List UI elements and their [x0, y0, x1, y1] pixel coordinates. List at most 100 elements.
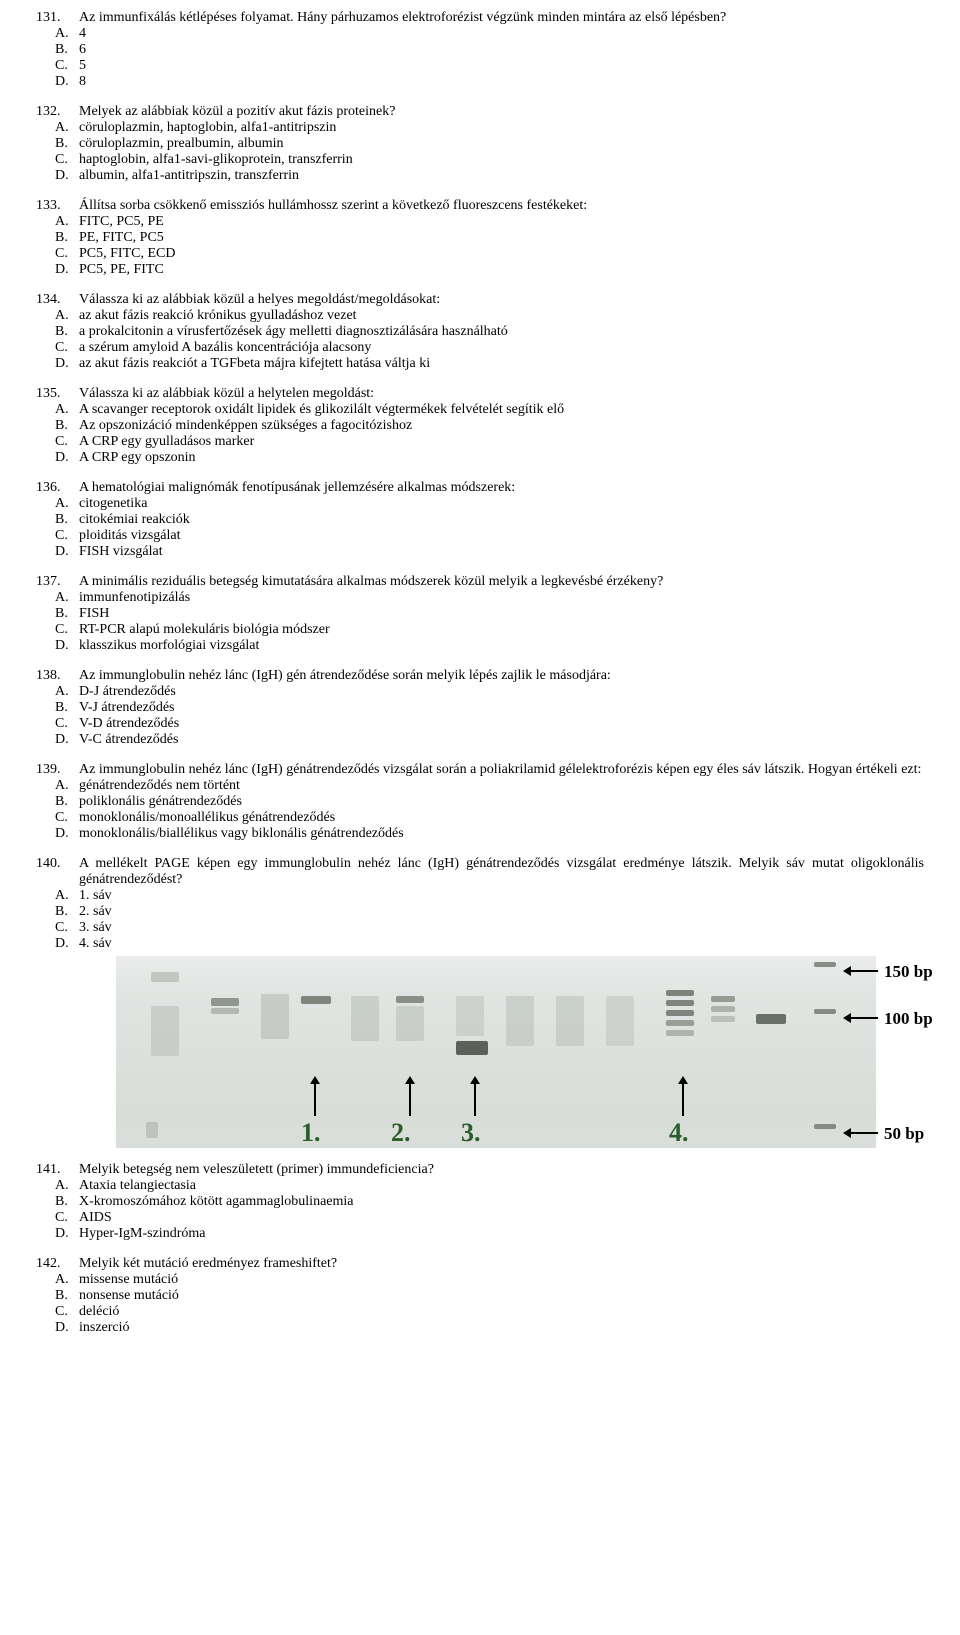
option-text: haptoglobin, alfa1-savi-glikoprotein, tr…: [79, 152, 924, 168]
answer-option: B.6: [55, 42, 924, 58]
option-text: PC5, FITC, ECD: [79, 246, 924, 262]
option-text: 6: [79, 42, 924, 58]
option-text: nonsense mutáció: [79, 1288, 924, 1304]
question-block: 131.Az immunfixálás kétlépéses folyamat.…: [36, 10, 924, 90]
option-letter: D.: [55, 638, 79, 654]
answer-option: C.monoklonális/monoallélikus génátrendez…: [55, 810, 924, 826]
gel-band: [456, 1041, 488, 1055]
option-text: klasszikus morfológiai vizsgálat: [79, 638, 924, 654]
option-letter: D.: [55, 450, 79, 466]
page: 131.Az immunfixálás kétlépéses folyamat.…: [0, 0, 960, 1360]
question-stem: 138.Az immunglobulin nehéz lánc (IgH) gé…: [36, 668, 924, 684]
question-text: Melyek az alábbiak közül a pozitív akut …: [79, 104, 924, 120]
option-text: A scavanger receptorok oxidált lipidek é…: [79, 402, 924, 418]
gel-band: [456, 996, 484, 1036]
question-text: Melyik két mutáció eredményez frameshift…: [79, 1256, 924, 1272]
answer-option: D.monoklonális/biallélikus vagy biklonál…: [55, 826, 924, 842]
answer-option: A.immunfenotipizálás: [55, 590, 924, 606]
answer-option: D.albumin, alfa1-antitripszin, transzfer…: [55, 168, 924, 184]
question-stem: 133.Állítsa sorba csökkenő emissziós hul…: [36, 198, 924, 214]
lane-arrow-icon: [682, 1082, 684, 1116]
option-text: Hyper-IgM-szindróma: [79, 1226, 924, 1242]
question-number: 139.: [36, 762, 79, 778]
gel-band: [211, 1008, 239, 1014]
gel-band: [396, 1006, 424, 1041]
questions-list: 131.Az immunfixálás kétlépéses folyamat.…: [36, 10, 924, 1336]
question-stem: 132.Melyek az alábbiak közül a pozitív a…: [36, 104, 924, 120]
option-text: immunfenotipizálás: [79, 590, 924, 606]
answer-option: D.inszerció: [55, 1320, 924, 1336]
option-letter: C.: [55, 528, 79, 544]
answer-option: D.klasszikus morfológiai vizsgálat: [55, 638, 924, 654]
option-text: A CRP egy opszonin: [79, 450, 924, 466]
gel-band: [814, 1124, 836, 1129]
option-text: az akut fázis reakciót a TGFbeta májra k…: [79, 356, 924, 372]
answer-option: C.A CRP egy gyulladásos marker: [55, 434, 924, 450]
option-text: ploiditás vizsgálat: [79, 528, 924, 544]
question-stem: 137.A minimális reziduális betegség kimu…: [36, 574, 924, 590]
answer-option: C.ploiditás vizsgálat: [55, 528, 924, 544]
option-text: PC5, PE, FITC: [79, 262, 924, 278]
option-letter: D.: [55, 356, 79, 372]
option-letter: B.: [55, 136, 79, 152]
gel-band: [711, 996, 735, 1002]
answer-option: C.a szérum amyloid A bazális koncentráci…: [55, 340, 924, 356]
option-text: V-D átrendeződés: [79, 716, 924, 732]
option-letter: B.: [55, 418, 79, 434]
lane-arrow-icon: [474, 1082, 476, 1116]
answer-option: C.5: [55, 58, 924, 74]
answer-option: A.génátrendeződés nem történt: [55, 778, 924, 794]
option-text: 8: [79, 74, 924, 90]
answer-option: C.PC5, FITC, ECD: [55, 246, 924, 262]
gel-band: [146, 1122, 158, 1138]
lane-label: 3.: [461, 1118, 481, 1148]
question-number: 135.: [36, 386, 79, 402]
answer-option: A.Ataxia telangiectasia: [55, 1178, 924, 1194]
answer-option: C.haptoglobin, alfa1-savi-glikoprotein, …: [55, 152, 924, 168]
option-text: RT-PCR alapú molekuláris biológia módsze…: [79, 622, 924, 638]
option-text: deléció: [79, 1304, 924, 1320]
option-letter: A.: [55, 1178, 79, 1194]
answer-option: B.cöruloplazmin, prealbumin, albumin: [55, 136, 924, 152]
option-text: 2. sáv: [79, 904, 924, 920]
option-text: FISH: [79, 606, 924, 622]
option-text: cöruloplazmin, prealbumin, albumin: [79, 136, 924, 152]
question-number: 141.: [36, 1162, 79, 1178]
option-letter: C.: [55, 716, 79, 732]
question-number: 140.: [36, 856, 79, 888]
question-text: Az immunglobulin nehéz lánc (IgH) génátr…: [79, 762, 924, 778]
option-letter: A.: [55, 496, 79, 512]
answer-option: C.AIDS: [55, 1210, 924, 1226]
bp-label: 150 bp: [884, 962, 933, 982]
question-block: 135.Válassza ki az alábbiak közül a hely…: [36, 386, 924, 466]
option-letter: A.: [55, 684, 79, 700]
answer-option: D.az akut fázis reakciót a TGFbeta májra…: [55, 356, 924, 372]
gel-band: [261, 994, 289, 1039]
option-letter: C.: [55, 1210, 79, 1226]
answer-option: B.nonsense mutáció: [55, 1288, 924, 1304]
bp-arrow-icon: [850, 1132, 878, 1134]
gel-band: [666, 1000, 694, 1006]
answer-option: D.V-C átrendeződés: [55, 732, 924, 748]
option-letter: B.: [55, 512, 79, 528]
question-stem: 134.Válassza ki az alábbiak közül a hely…: [36, 292, 924, 308]
bp-arrow-icon: [850, 970, 878, 972]
question-block: 133.Állítsa sorba csökkenő emissziós hul…: [36, 198, 924, 278]
option-text: albumin, alfa1-antitripszin, transzferri…: [79, 168, 924, 184]
option-text: FISH vizsgálat: [79, 544, 924, 560]
bp-label: 100 bp: [884, 1009, 933, 1029]
option-letter: C.: [55, 920, 79, 936]
gel-band: [666, 1010, 694, 1016]
answer-option: A.A scavanger receptorok oxidált lipidek…: [55, 402, 924, 418]
gel-band: [666, 990, 694, 996]
question-text: Az immunfixálás kétlépéses folyamat. Hán…: [79, 10, 924, 26]
gel-band: [666, 1030, 694, 1036]
question-number: 136.: [36, 480, 79, 496]
option-text: PE, FITC, PC5: [79, 230, 924, 246]
question-number: 138.: [36, 668, 79, 684]
option-letter: C.: [55, 434, 79, 450]
gel-band: [556, 996, 584, 1046]
answer-option: D.FISH vizsgálat: [55, 544, 924, 560]
option-letter: B.: [55, 42, 79, 58]
option-text: monoklonális/monoallélikus génátrendeződ…: [79, 810, 924, 826]
